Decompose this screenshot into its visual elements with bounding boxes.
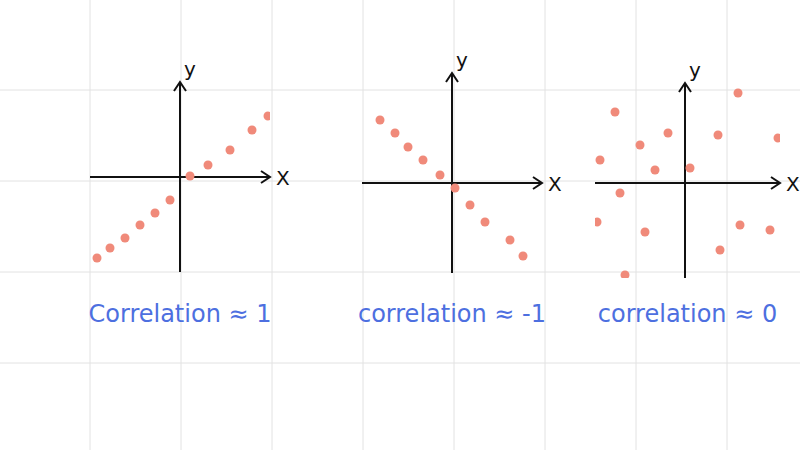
svg-text:y: y	[456, 48, 468, 72]
html-text:Correlation ≈ 1: Correlation ≈ 1	[88, 300, 272, 328]
svg-text:X: X	[276, 166, 290, 190]
svg-text:X: X	[786, 172, 792, 196]
html-text:correlation ≈ -1: correlation ≈ -1	[358, 300, 546, 328]
svg-text:X: X	[548, 172, 562, 196]
html-text:correlation ≈ 0: correlation ≈ 0	[597, 300, 778, 328]
svg-text:y: y	[689, 58, 701, 82]
svg-text:y: y	[184, 57, 196, 81]
